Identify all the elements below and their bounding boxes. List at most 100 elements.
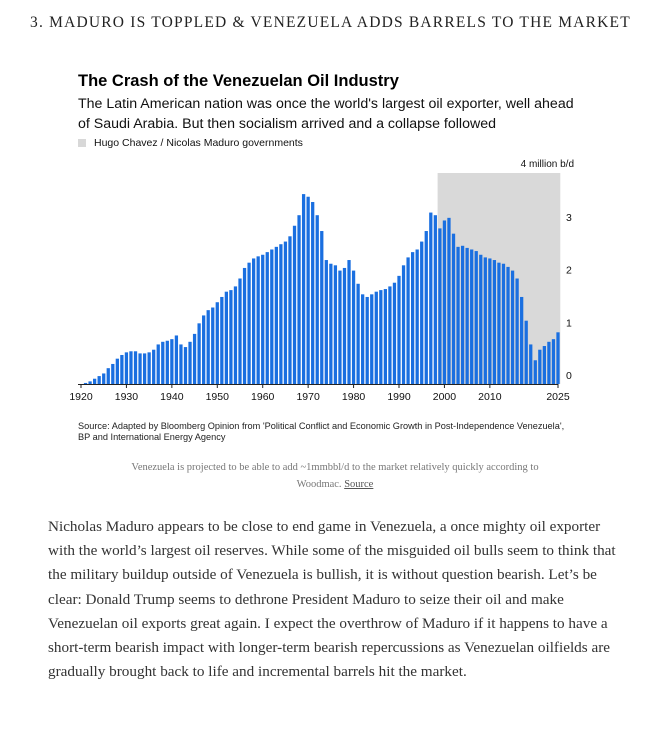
chart-figure: The Crash of the Venezuelan Oil Industry… xyxy=(78,72,598,134)
bar-1969 xyxy=(301,194,306,384)
x-tick-label-1960: 1960 xyxy=(251,391,275,403)
bar-1996 xyxy=(424,231,428,384)
bar-2018 xyxy=(524,320,528,384)
bar-1931 xyxy=(129,351,133,384)
bar-1957 xyxy=(247,262,251,384)
bar-1940 xyxy=(170,339,174,384)
bar-2007 xyxy=(474,251,478,384)
bar-2020 xyxy=(533,360,537,384)
bar-1926 xyxy=(106,368,110,384)
legend-label: Hugo Chavez / Nicolas Maduro governments xyxy=(94,137,303,149)
bar-2004 xyxy=(460,245,465,384)
y-axis-ticks: 0 1 2 3 xyxy=(566,212,572,382)
x-tick-label-1980: 1980 xyxy=(342,391,366,403)
bar-1952 xyxy=(224,291,229,384)
section-heading: 3. MADURO IS TOPPLED & VENEZUELA ADDS BA… xyxy=(30,14,631,31)
bar-1947 xyxy=(202,315,206,384)
bar-1992 xyxy=(406,257,410,384)
bar-2015 xyxy=(510,270,515,384)
bar-1925 xyxy=(102,373,106,384)
y-tick-label-0: 0 xyxy=(566,370,572,382)
bar-1946 xyxy=(197,323,201,384)
bar-1997 xyxy=(429,212,433,384)
bar-1999 xyxy=(438,228,442,384)
chart-source-note: Source: Adapted by Bloomberg Opinion fro… xyxy=(78,421,565,442)
bar-1966 xyxy=(288,236,292,384)
bar-1945 xyxy=(192,333,197,384)
bar-1955 xyxy=(238,278,242,384)
bar-1987 xyxy=(383,289,388,384)
x-axis-ticks: 1920 1930 1940 1950 1960 1970 1980 1990 2000 2010… xyxy=(70,384,570,403)
bar-2012 xyxy=(497,262,501,384)
oil-production-chart: 1920 1930 1940 1950 1960 1970 1980 1990 2000 2010… xyxy=(70,159,574,403)
bar-2017 xyxy=(520,296,524,384)
bar-1951 xyxy=(220,296,224,384)
x-tick-label-1930: 1930 xyxy=(115,391,139,403)
bar-1967 xyxy=(292,225,297,384)
article-paragraph: Nicholas Maduro appears to be close to e… xyxy=(48,518,616,681)
bar-1976 xyxy=(333,265,338,384)
bar-1935 xyxy=(147,352,151,384)
chart-title: The Crash of the Venezuelan Oil Industry xyxy=(78,72,399,90)
bar-1948 xyxy=(206,310,210,384)
bar-1950 xyxy=(215,302,219,384)
chart-subtitle: The Latin American nation was once the w… xyxy=(78,96,574,132)
bar-2002 xyxy=(451,233,456,384)
figure-caption: Venezuela is projected to be able to add… xyxy=(130,459,540,493)
caption-source-link[interactable]: Source xyxy=(344,479,374,490)
bar-1970 xyxy=(306,196,310,384)
bar-1922 xyxy=(88,381,92,384)
y-tick-label-2: 2 xyxy=(566,265,572,277)
bar-1942 xyxy=(179,344,183,384)
x-tick-label-1920: 1920 xyxy=(70,391,93,403)
bar-1979 xyxy=(347,260,351,384)
bar-1933 xyxy=(138,353,142,384)
bar-1960 xyxy=(261,254,265,384)
bar-1938 xyxy=(161,341,165,384)
bar-1968 xyxy=(297,215,301,384)
bar-1921 xyxy=(83,382,88,384)
bar-1937 xyxy=(156,344,160,384)
bar-1985 xyxy=(374,291,378,384)
bar-1944 xyxy=(188,341,192,384)
bar-1991 xyxy=(401,265,406,384)
bar-1978 xyxy=(342,267,347,384)
bar-1953 xyxy=(229,290,233,384)
bar-1973 xyxy=(320,231,324,384)
legend-swatch xyxy=(78,139,86,147)
bar-1923 xyxy=(92,378,97,384)
bar-2008 xyxy=(479,254,483,384)
bar-1975 xyxy=(329,263,333,384)
bar-1982 xyxy=(361,294,365,384)
bar-1934 xyxy=(142,353,147,384)
bar-2013 xyxy=(501,263,506,384)
bar-1986 xyxy=(379,290,383,384)
bar-1971 xyxy=(311,202,315,384)
bar-1998 xyxy=(433,215,437,384)
bar-1932 xyxy=(133,351,138,384)
bar-2000 xyxy=(442,220,447,384)
bar-2010 xyxy=(488,258,492,384)
bar-1930 xyxy=(124,352,129,384)
bar-1928 xyxy=(115,358,119,384)
bar-2009 xyxy=(483,257,487,384)
bar-1972 xyxy=(315,215,319,384)
y-tick-label-3: 3 xyxy=(566,212,572,224)
bar-1954 xyxy=(233,286,238,384)
bar-1994 xyxy=(415,249,419,384)
x-tick-label-1940: 1940 xyxy=(160,391,184,403)
y-axis-unit-label: 4 million b/d xyxy=(521,159,574,170)
caption-text: Venezuela is projected to be able to add… xyxy=(131,462,539,490)
bar-1983 xyxy=(365,296,369,384)
bar-group xyxy=(83,194,560,384)
bar-2006 xyxy=(470,249,474,384)
bar-1943 xyxy=(183,347,188,384)
bar-1941 xyxy=(174,335,179,384)
bar-1958 xyxy=(251,258,256,384)
bar-1980 xyxy=(351,270,356,384)
bar-1974 xyxy=(324,260,328,384)
bar-1936 xyxy=(152,349,156,384)
bar-1924 xyxy=(97,376,101,384)
bar-1988 xyxy=(388,286,392,384)
bar-1981 xyxy=(356,283,360,384)
